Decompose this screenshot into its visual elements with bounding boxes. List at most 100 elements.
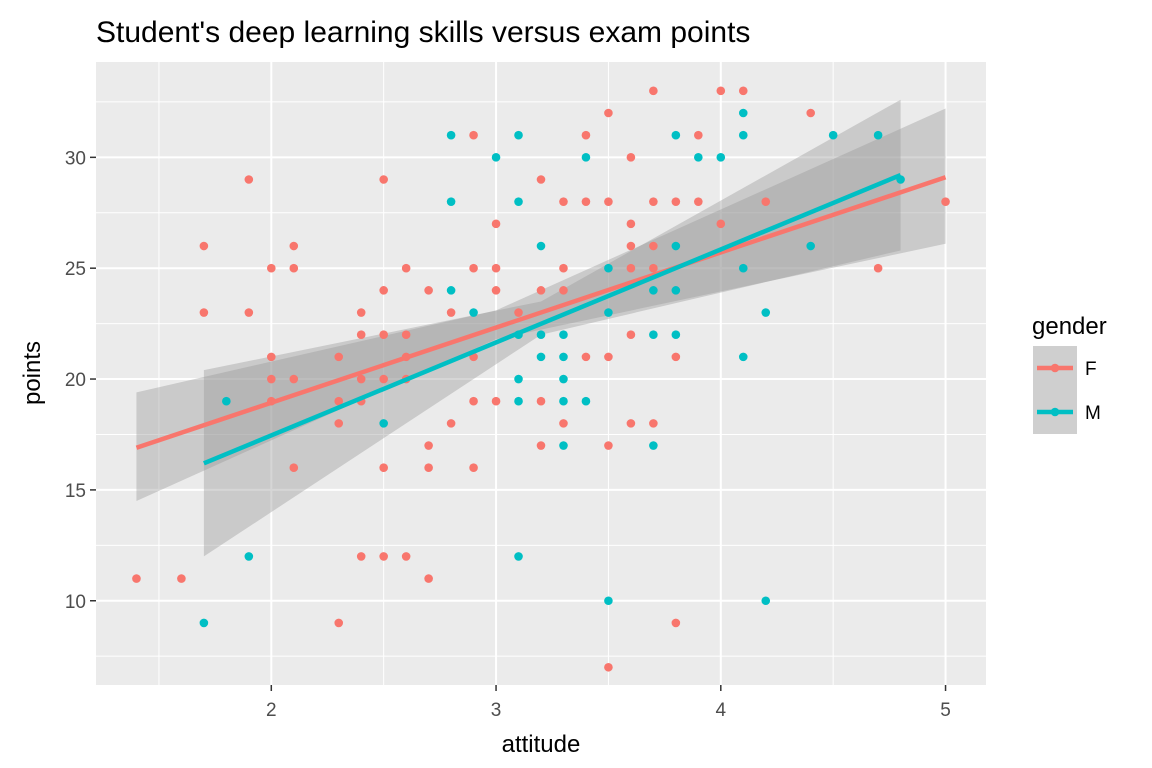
- data-point-M: [491, 153, 501, 162]
- data-point-F: [356, 330, 366, 340]
- data-point-M: [559, 352, 568, 362]
- x-tick-label: 5: [940, 700, 951, 721]
- chart-title: Student's deep learning skills versus ex…: [96, 16, 750, 49]
- data-point-F: [649, 86, 658, 96]
- data-point-M: [514, 552, 523, 561]
- data-point-M: [559, 374, 568, 384]
- data-point-M: [649, 330, 658, 340]
- data-point-F: [536, 441, 546, 450]
- x-axis-title: attitude: [502, 731, 581, 758]
- data-point-F: [356, 374, 366, 384]
- data-point-M: [649, 441, 658, 450]
- data-point-M: [536, 241, 546, 251]
- fit-lines: [135, 172, 947, 466]
- data-point-M: [604, 596, 613, 606]
- data-point-F: [401, 263, 411, 273]
- legend-label-M: M: [1085, 403, 1101, 424]
- data-point-M: [671, 330, 681, 340]
- data-point-M: [806, 241, 815, 251]
- data-point-M: [581, 153, 591, 162]
- data-point-F: [604, 352, 613, 362]
- data-point-F: [626, 153, 636, 162]
- data-point-F: [491, 219, 501, 229]
- data-point-M: [536, 330, 546, 340]
- data-point-F: [536, 396, 546, 406]
- data-point-F: [469, 130, 478, 140]
- data-point-F: [401, 552, 411, 561]
- data-point-M: [514, 374, 523, 384]
- data-point-F: [424, 441, 433, 450]
- data-point-F: [446, 419, 456, 428]
- data-point-M: [559, 396, 568, 406]
- data-point-F: [356, 552, 366, 561]
- data-point-F: [491, 396, 501, 406]
- data-point-F: [559, 197, 568, 206]
- data-point-F: [289, 374, 299, 384]
- data-point-M: [514, 396, 523, 406]
- legend: gender F M: [1032, 313, 1107, 434]
- confidence-band-M: [203, 99, 901, 557]
- data-point-M: [671, 286, 681, 295]
- data-point-F: [424, 286, 433, 295]
- data-point-F: [491, 263, 501, 273]
- data-point-M: [559, 441, 568, 450]
- y-axis-title: points: [19, 341, 46, 405]
- legend-label-F: F: [1085, 359, 1097, 380]
- data-point-F: [379, 552, 388, 561]
- data-point-F: [379, 463, 388, 473]
- legend-title: gender: [1032, 313, 1107, 340]
- data-point-F: [671, 618, 681, 628]
- data-point-F: [267, 352, 276, 362]
- data-point-F: [199, 308, 209, 317]
- data-point-F: [514, 308, 523, 317]
- data-point-M: [199, 618, 209, 628]
- data-point-F: [806, 108, 815, 118]
- y-tick-label: 25: [65, 259, 86, 280]
- data-point-F: [626, 219, 636, 229]
- data-point-F: [289, 263, 299, 273]
- data-point-F: [424, 574, 433, 583]
- data-point-M: [446, 130, 456, 140]
- data-point-F: [536, 286, 546, 295]
- data-point-F: [559, 286, 568, 295]
- legend-key-point-M: [1050, 407, 1060, 417]
- data-point-F: [289, 241, 299, 251]
- data-point-F: [626, 241, 636, 251]
- data-point-F: [671, 352, 681, 362]
- data-point-F: [199, 241, 209, 251]
- data-point-M: [649, 286, 658, 295]
- data-point-F: [469, 263, 478, 273]
- data-point-F: [469, 396, 478, 406]
- data-point-M: [738, 130, 748, 140]
- data-point-F: [244, 175, 254, 184]
- data-point-F: [738, 86, 748, 96]
- data-point-M: [828, 130, 838, 140]
- fit-line-F: [135, 175, 947, 450]
- data-point-F: [559, 419, 568, 428]
- fit-line-M: [203, 172, 902, 466]
- data-point-F: [581, 130, 591, 140]
- data-point-F: [626, 419, 636, 428]
- data-point-M: [222, 396, 231, 406]
- plot-panel: [96, 62, 986, 685]
- data-point-F: [649, 419, 658, 428]
- data-point-M: [873, 130, 883, 140]
- data-point-M: [738, 263, 748, 273]
- data-point-F: [267, 263, 276, 273]
- data-point-F: [694, 130, 703, 140]
- data-point-F: [716, 86, 726, 96]
- data-point-F: [581, 352, 591, 362]
- data-point-M: [446, 286, 456, 295]
- data-point-F: [626, 330, 636, 340]
- data-point-M: [536, 352, 546, 362]
- legend-key-point-F: [1050, 363, 1060, 373]
- data-point-M: [738, 108, 748, 118]
- data-point-M: [244, 552, 254, 561]
- data-point-M: [738, 352, 748, 362]
- x-tick-label: 2: [266, 700, 277, 721]
- data-point-M: [446, 197, 456, 206]
- data-point-F: [559, 263, 568, 273]
- data-point-F: [446, 308, 456, 317]
- data-point-F: [761, 197, 771, 206]
